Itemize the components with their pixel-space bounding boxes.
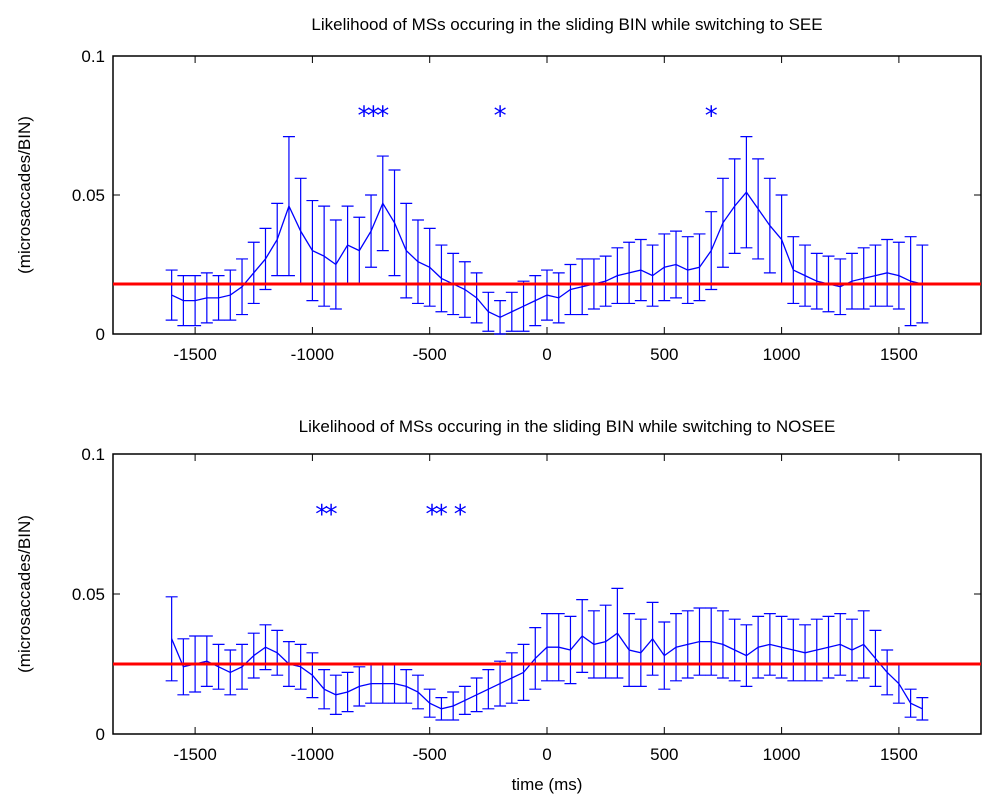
subplot-1: Likelihood of MSs occuring in the slidin… — [15, 15, 982, 364]
significance-marker: * — [494, 102, 507, 132]
y-tick-label: 0.1 — [81, 47, 105, 66]
x-tick-label: -500 — [413, 345, 447, 364]
y-tick-label: 0.05 — [72, 585, 105, 604]
data-line — [171, 632, 923, 710]
y-axis-label: (microsaccades/BIN) — [15, 515, 34, 673]
x-tick-label: 1000 — [763, 345, 801, 364]
x-tick-label: 500 — [650, 345, 678, 364]
x-tick-label: 1000 — [763, 745, 801, 764]
x-tick-label: 0 — [542, 345, 551, 364]
significance-marker: * — [358, 102, 371, 132]
significance-marker: * — [376, 102, 389, 132]
significance-marker: * — [367, 102, 380, 132]
x-tick-label: -500 — [413, 745, 447, 764]
significance-marker: * — [315, 500, 328, 530]
y-tick-label: 0 — [96, 725, 105, 744]
x-tick-label: -1000 — [291, 345, 334, 364]
axes-frame — [112, 453, 982, 735]
x-tick-label: -1500 — [173, 345, 216, 364]
error-bars — [165, 587, 929, 721]
y-axis-label: (microsaccades/BIN) — [15, 116, 34, 274]
subplot-2: Likelihood of MSs occuring in the slidin… — [15, 417, 982, 794]
x-tick-label: -1500 — [173, 745, 216, 764]
x-tick-label: 1500 — [880, 745, 918, 764]
chart-title: Likelihood of MSs occuring in the slidin… — [299, 417, 836, 436]
chart-title: Likelihood of MSs occuring in the slidin… — [311, 15, 822, 34]
significance-marker: * — [454, 500, 467, 530]
significance-marker: * — [426, 500, 439, 530]
significance-marker: * — [435, 500, 448, 530]
x-tick-label: 1500 — [880, 345, 918, 364]
data-line — [171, 191, 923, 319]
x-tick-label: 500 — [650, 745, 678, 764]
significance-marker: * — [325, 500, 338, 530]
y-tick-label: 0 — [96, 325, 105, 344]
y-tick-label: 0.1 — [81, 445, 105, 464]
y-tick-label: 0.05 — [72, 186, 105, 205]
x-axis-label: time (ms) — [512, 775, 583, 794]
x-tick-label: 0 — [542, 745, 551, 764]
x-tick-label: -1000 — [291, 745, 334, 764]
significance-marker: * — [705, 102, 718, 132]
